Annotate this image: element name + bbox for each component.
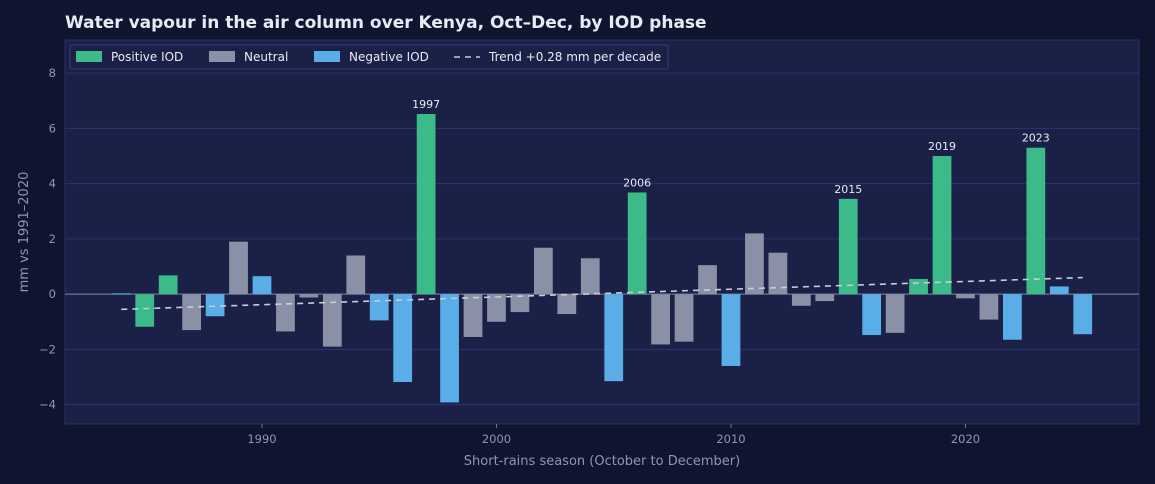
bar-2022 xyxy=(1002,294,1022,340)
bar-label-2023: 2023 xyxy=(1022,132,1050,145)
bar-2016 xyxy=(862,294,882,336)
bar-2015 xyxy=(838,198,858,295)
bar-1997 xyxy=(416,114,436,295)
y-tick-label: −2 xyxy=(39,342,56,356)
y-tick-label: −4 xyxy=(39,398,56,412)
y-tick-label: 6 xyxy=(49,121,56,135)
bar-label-1997: 1997 xyxy=(412,98,440,111)
x-tick-label: 2010 xyxy=(716,432,745,446)
bar-1987 xyxy=(182,294,202,331)
bar-2003 xyxy=(557,294,577,315)
bar-2005 xyxy=(604,294,624,382)
y-tick-label: 2 xyxy=(49,232,56,246)
bar-2013 xyxy=(791,294,811,306)
x-tick-label: 1990 xyxy=(247,432,276,446)
bar-2012 xyxy=(768,252,788,295)
bar-2021 xyxy=(979,294,999,320)
bar-2002 xyxy=(533,247,553,295)
legend-swatch-negative xyxy=(314,51,340,62)
legend-swatch-neutral xyxy=(209,51,235,62)
bar-1995 xyxy=(369,294,389,321)
bar-2008 xyxy=(674,294,694,342)
axes: −4 −2 0 2 4 6 8 1990 2000 2010 2020 xyxy=(39,66,980,446)
bar-annotations: 1997 2006 2015 2019 2023 xyxy=(412,98,1050,196)
bar-label-2006: 2006 xyxy=(623,176,651,189)
bar-2004 xyxy=(580,258,600,295)
y-tick-label: 8 xyxy=(49,66,56,80)
bar-1985 xyxy=(135,294,155,327)
bar-1998 xyxy=(440,294,459,403)
bar-2014 xyxy=(815,294,835,302)
x-axis-label: Short-rains season (October to December) xyxy=(464,454,740,469)
bar-2010 xyxy=(721,294,741,366)
bar-2006 xyxy=(627,192,647,295)
bar-2017 xyxy=(885,294,905,333)
bar-1989 xyxy=(229,241,248,295)
legend-label-neutral: Neutral xyxy=(244,50,288,64)
bar-2024 xyxy=(1049,286,1069,295)
y-tick-label: 0 xyxy=(49,287,56,301)
bar-2019 xyxy=(932,156,952,295)
bar-1992 xyxy=(299,294,319,298)
legend: Positive IOD Neutral Negative IOD Trend +0.… xyxy=(69,44,669,70)
bar-2011 xyxy=(745,233,764,295)
bar-2007 xyxy=(651,294,671,345)
bar-2009 xyxy=(698,265,717,295)
bar-1999 xyxy=(463,294,483,337)
bar-label-2019: 2019 xyxy=(928,140,956,153)
bar-1986 xyxy=(158,275,178,295)
bar-1988 xyxy=(205,294,225,317)
y-axis-label: mm vs 1991–2020 xyxy=(17,172,32,293)
bar-2025 xyxy=(1073,294,1093,335)
chart-title: Water vapour in the air column over Keny… xyxy=(65,13,707,33)
y-tick-label: 4 xyxy=(49,177,56,191)
bar-1994 xyxy=(346,255,366,295)
bar-label-2015: 2015 xyxy=(834,183,862,196)
bar-2020 xyxy=(956,294,975,299)
legend-swatch-positive xyxy=(76,51,102,62)
legend-label-negative: Negative IOD xyxy=(349,50,429,64)
bar-1993 xyxy=(322,294,342,347)
x-tick-label: 2000 xyxy=(482,432,511,446)
bar-1990 xyxy=(252,276,272,295)
bar-2001 xyxy=(510,294,530,313)
plot-area xyxy=(64,39,1140,425)
x-tick-label: 2020 xyxy=(951,432,980,446)
bar-1996 xyxy=(393,294,413,383)
bar-2023 xyxy=(1026,147,1046,295)
bar-1991 xyxy=(276,294,295,332)
bar-2018 xyxy=(909,278,928,295)
bar-2000 xyxy=(487,294,506,322)
legend-label-positive: Positive IOD xyxy=(111,50,183,64)
bar-1984 xyxy=(111,293,131,295)
legend-label-trend: Trend +0.28 mm per decade xyxy=(488,50,661,64)
bars xyxy=(111,114,1093,403)
